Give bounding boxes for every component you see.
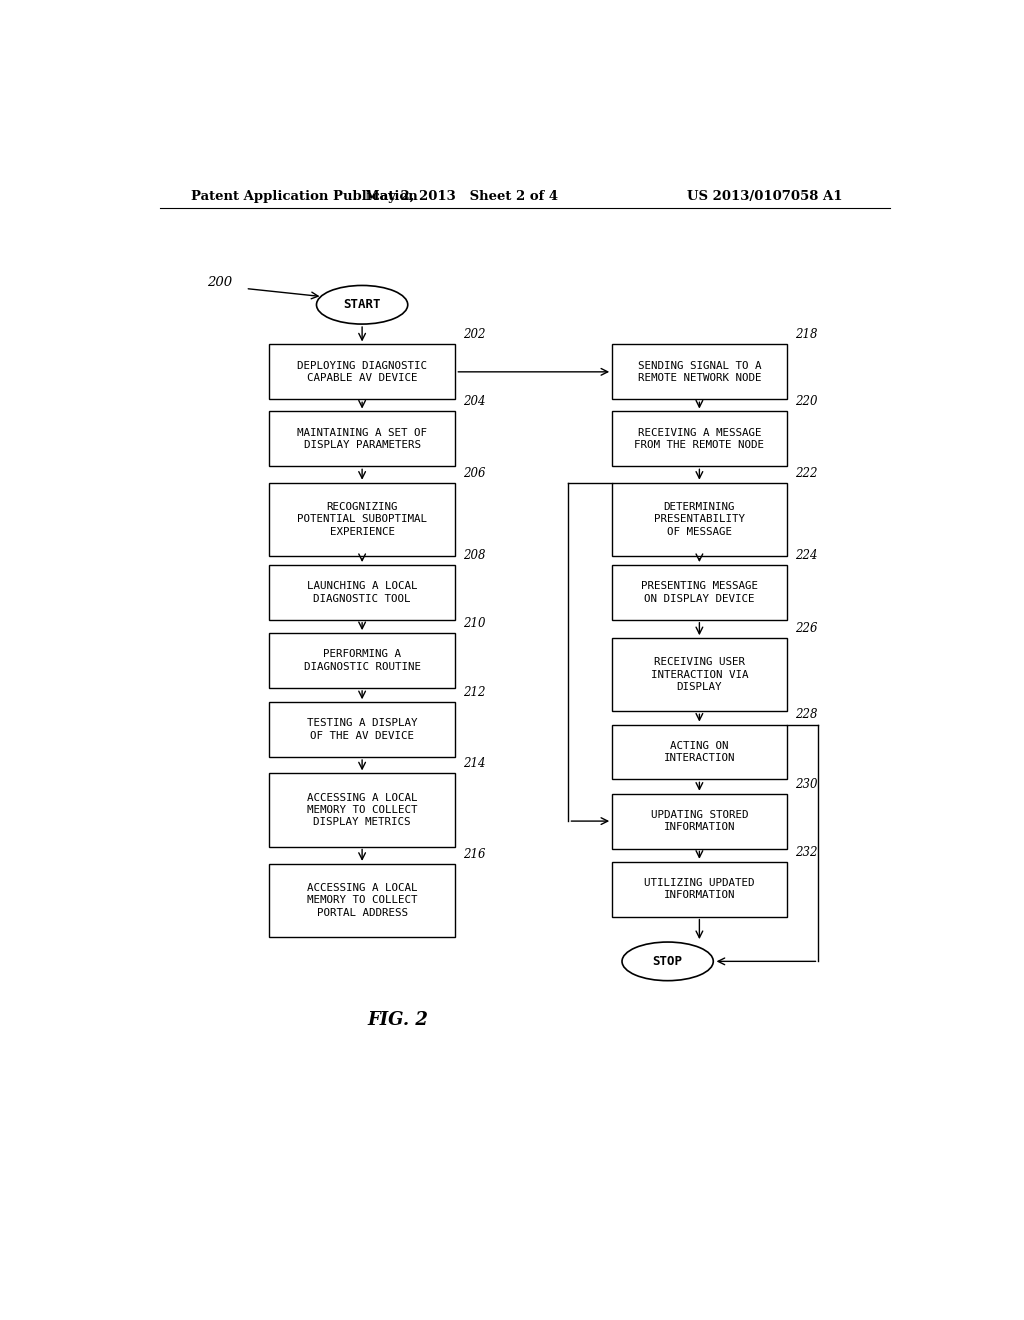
Text: UTILIZING UPDATED
INFORMATION: UTILIZING UPDATED INFORMATION: [644, 878, 755, 900]
Text: MAINTAINING A SET OF
DISPLAY PARAMETERS: MAINTAINING A SET OF DISPLAY PARAMETERS: [297, 428, 427, 450]
FancyBboxPatch shape: [612, 412, 786, 466]
Text: 220: 220: [795, 396, 817, 408]
Ellipse shape: [622, 942, 714, 981]
FancyBboxPatch shape: [269, 412, 456, 466]
Text: 224: 224: [795, 549, 817, 562]
Text: 222: 222: [795, 466, 817, 479]
Text: UPDATING STORED
INFORMATION: UPDATING STORED INFORMATION: [650, 810, 749, 833]
Text: ACCESSING A LOCAL
MEMORY TO COLLECT
PORTAL ADDRESS: ACCESSING A LOCAL MEMORY TO COLLECT PORT…: [307, 883, 418, 917]
FancyBboxPatch shape: [612, 483, 786, 556]
FancyBboxPatch shape: [269, 483, 456, 556]
Text: 206: 206: [463, 466, 485, 479]
FancyBboxPatch shape: [612, 862, 786, 916]
FancyBboxPatch shape: [612, 345, 786, 399]
FancyBboxPatch shape: [612, 725, 786, 779]
Text: 210: 210: [463, 616, 485, 630]
Text: 228: 228: [795, 709, 817, 722]
Text: PERFORMING A
DIAGNOSTIC ROUTINE: PERFORMING A DIAGNOSTIC ROUTINE: [303, 649, 421, 672]
Text: 212: 212: [463, 686, 485, 700]
Text: 218: 218: [795, 329, 817, 342]
Text: May 2, 2013   Sheet 2 of 4: May 2, 2013 Sheet 2 of 4: [365, 190, 558, 202]
Text: 226: 226: [795, 622, 817, 635]
Text: START: START: [343, 298, 381, 312]
Text: STOP: STOP: [652, 954, 683, 968]
FancyBboxPatch shape: [269, 863, 456, 937]
FancyBboxPatch shape: [612, 638, 786, 711]
Text: RECEIVING USER
INTERACTION VIA
DISPLAY: RECEIVING USER INTERACTION VIA DISPLAY: [650, 657, 749, 692]
Text: TESTING A DISPLAY
OF THE AV DEVICE: TESTING A DISPLAY OF THE AV DEVICE: [307, 718, 418, 741]
FancyBboxPatch shape: [269, 702, 456, 758]
FancyBboxPatch shape: [269, 634, 456, 688]
Text: 208: 208: [463, 549, 485, 562]
Text: 232: 232: [795, 846, 817, 859]
FancyBboxPatch shape: [612, 565, 786, 620]
Text: SENDING SIGNAL TO A
REMOTE NETWORK NODE: SENDING SIGNAL TO A REMOTE NETWORK NODE: [638, 360, 761, 383]
Text: 216: 216: [463, 847, 485, 861]
Text: DEPLOYING DIAGNOSTIC
CAPABLE AV DEVICE: DEPLOYING DIAGNOSTIC CAPABLE AV DEVICE: [297, 360, 427, 383]
Text: RECOGNIZING
POTENTIAL SUBOPTIMAL
EXPERIENCE: RECOGNIZING POTENTIAL SUBOPTIMAL EXPERIE…: [297, 502, 427, 537]
Text: 200: 200: [207, 276, 231, 289]
Text: 230: 230: [795, 777, 817, 791]
Text: ACCESSING A LOCAL
MEMORY TO COLLECT
DISPLAY METRICS: ACCESSING A LOCAL MEMORY TO COLLECT DISP…: [307, 792, 418, 828]
Text: 204: 204: [463, 396, 485, 408]
Text: 214: 214: [463, 758, 485, 771]
Text: 202: 202: [463, 329, 485, 342]
Text: ACTING ON
INTERACTION: ACTING ON INTERACTION: [664, 741, 735, 763]
Text: PRESENTING MESSAGE
ON DISPLAY DEVICE: PRESENTING MESSAGE ON DISPLAY DEVICE: [641, 581, 758, 603]
Text: LAUNCHING A LOCAL
DIAGNOSTIC TOOL: LAUNCHING A LOCAL DIAGNOSTIC TOOL: [307, 581, 418, 603]
Text: FIG. 2: FIG. 2: [368, 1011, 428, 1030]
Text: Patent Application Publication: Patent Application Publication: [191, 190, 418, 202]
Text: DETERMINING
PRESENTABILITY
OF MESSAGE: DETERMINING PRESENTABILITY OF MESSAGE: [654, 502, 744, 537]
FancyBboxPatch shape: [612, 793, 786, 849]
FancyBboxPatch shape: [269, 345, 456, 399]
Text: US 2013/0107058 A1: US 2013/0107058 A1: [687, 190, 842, 202]
FancyBboxPatch shape: [269, 774, 456, 846]
Text: RECEIVING A MESSAGE
FROM THE REMOTE NODE: RECEIVING A MESSAGE FROM THE REMOTE NODE: [635, 428, 764, 450]
FancyBboxPatch shape: [269, 565, 456, 620]
Ellipse shape: [316, 285, 408, 325]
